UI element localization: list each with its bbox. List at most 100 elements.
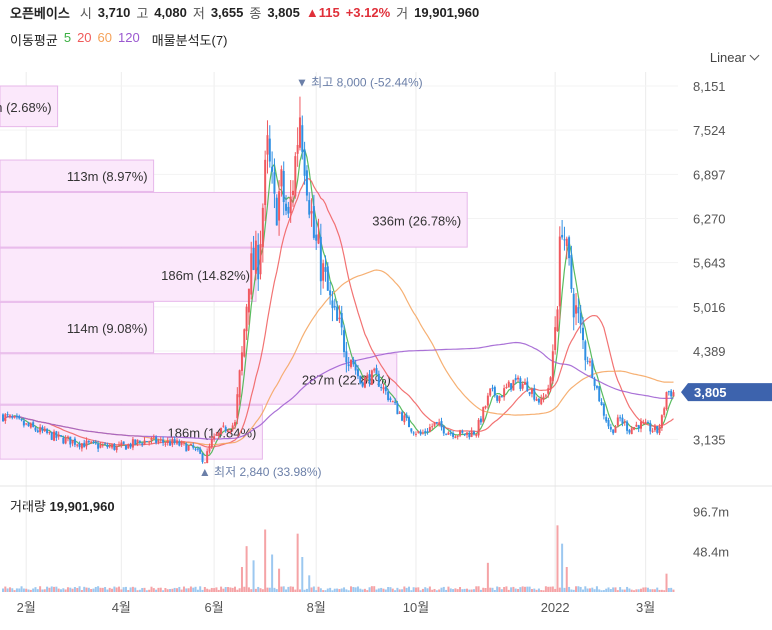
x-tick-label: 8월: [307, 600, 326, 615]
volume-bar: [398, 589, 401, 592]
x-tick-label: 4월: [112, 600, 131, 615]
volume-bar: [164, 588, 167, 592]
volume-bar: [526, 586, 529, 592]
volume-bar: [187, 588, 190, 592]
ma-5-label[interactable]: 5: [63, 30, 72, 45]
volume-bar: [220, 586, 223, 592]
volume-bar: [199, 586, 202, 592]
volume-bar: [591, 587, 594, 592]
volume-bar: [173, 587, 176, 592]
candle-body: [507, 381, 510, 388]
volume-bar: [41, 589, 44, 592]
volume-bar: [665, 573, 668, 592]
candle-body: [324, 267, 327, 272]
candle-body: [449, 432, 452, 434]
candle-body: [101, 444, 104, 446]
volume-profile-label[interactable]: 매물분석도(7): [151, 33, 228, 48]
volume-bar: [178, 586, 181, 592]
candle-body: [410, 428, 413, 432]
volume-bar: [71, 588, 74, 592]
candle-body: [486, 395, 489, 406]
volume-bar: [519, 587, 522, 592]
candle-body: [424, 431, 427, 433]
x-tick-label: 2022: [541, 600, 570, 615]
candle-body: [549, 377, 552, 390]
volume-bar: [280, 586, 283, 592]
candle-body: [227, 430, 230, 432]
volume-bar: [194, 586, 197, 592]
candle-body: [672, 392, 675, 397]
volume-bar: [322, 590, 325, 592]
volume-bar: [658, 589, 661, 592]
volume-bar: [236, 589, 239, 592]
volume-bar: [507, 589, 510, 592]
volume-bar: [34, 587, 37, 592]
volume-bar: [656, 587, 659, 592]
volume-bar: [294, 589, 297, 592]
candle-body: [245, 306, 248, 332]
volume-bar: [380, 587, 383, 592]
candle-body: [366, 375, 369, 379]
candle-body: [36, 430, 39, 433]
volume-bar: [356, 586, 359, 592]
volume-bar: [11, 588, 14, 592]
candle-body: [329, 290, 332, 296]
volume-bar: [366, 590, 369, 592]
volume-bar: [171, 588, 174, 592]
volume-bar: [192, 587, 195, 592]
volume-bar: [27, 589, 30, 592]
candle-body: [542, 396, 545, 400]
volume-bar: [667, 587, 670, 592]
volume-bar: [169, 588, 172, 592]
volume-bar: [579, 586, 582, 592]
ma-20-label[interactable]: 20: [77, 30, 92, 45]
volume-bar: [222, 588, 225, 592]
scale-selector[interactable]: Linear: [710, 50, 760, 65]
volume-bar: [491, 587, 494, 592]
candle-body: [528, 392, 531, 395]
x-tick-label: 3월: [636, 600, 655, 615]
candle-body: [517, 377, 520, 380]
candle-body: [363, 377, 366, 388]
candle-body: [500, 396, 503, 398]
candle-body: [169, 441, 172, 446]
volume-bar: [584, 586, 587, 592]
volume-bar: [479, 589, 482, 592]
candle-body: [619, 417, 622, 419]
candle-body: [238, 370, 241, 398]
candle-body: [287, 206, 290, 214]
candle-body: [8, 415, 11, 417]
candle-body: [475, 434, 478, 436]
candle-body: [512, 379, 515, 391]
volume-bar: [303, 589, 306, 592]
volume-bar: [363, 588, 366, 592]
candle-body: [266, 135, 269, 155]
volume-bar: [396, 587, 399, 592]
volume-bar: [108, 587, 111, 592]
candle-body: [623, 421, 626, 423]
candle-body: [428, 427, 431, 432]
ma-60-label[interactable]: 60: [97, 30, 113, 45]
volume-bar: [315, 590, 318, 592]
candle-body: [66, 436, 69, 439]
volume-profile-bar: [0, 191, 468, 248]
volume-bar: [544, 586, 547, 592]
candle-body: [537, 398, 540, 403]
open-label: 시: [79, 5, 92, 21]
candle-body: [630, 428, 633, 435]
candle-body: [505, 386, 508, 388]
volume-bar: [275, 589, 278, 592]
ma-120-label[interactable]: 120: [118, 30, 140, 45]
candle-body: [626, 421, 629, 431]
candle-body: [134, 439, 137, 445]
volume-bar: [412, 587, 415, 592]
volume-bar: [148, 589, 151, 592]
candle-body: [292, 190, 294, 195]
candle-body: [138, 440, 141, 443]
candle-body: [637, 425, 640, 429]
volume-bar: [368, 587, 371, 592]
candle-body: [319, 236, 322, 282]
volume-bar: [266, 587, 269, 592]
candle-body: [419, 431, 422, 435]
